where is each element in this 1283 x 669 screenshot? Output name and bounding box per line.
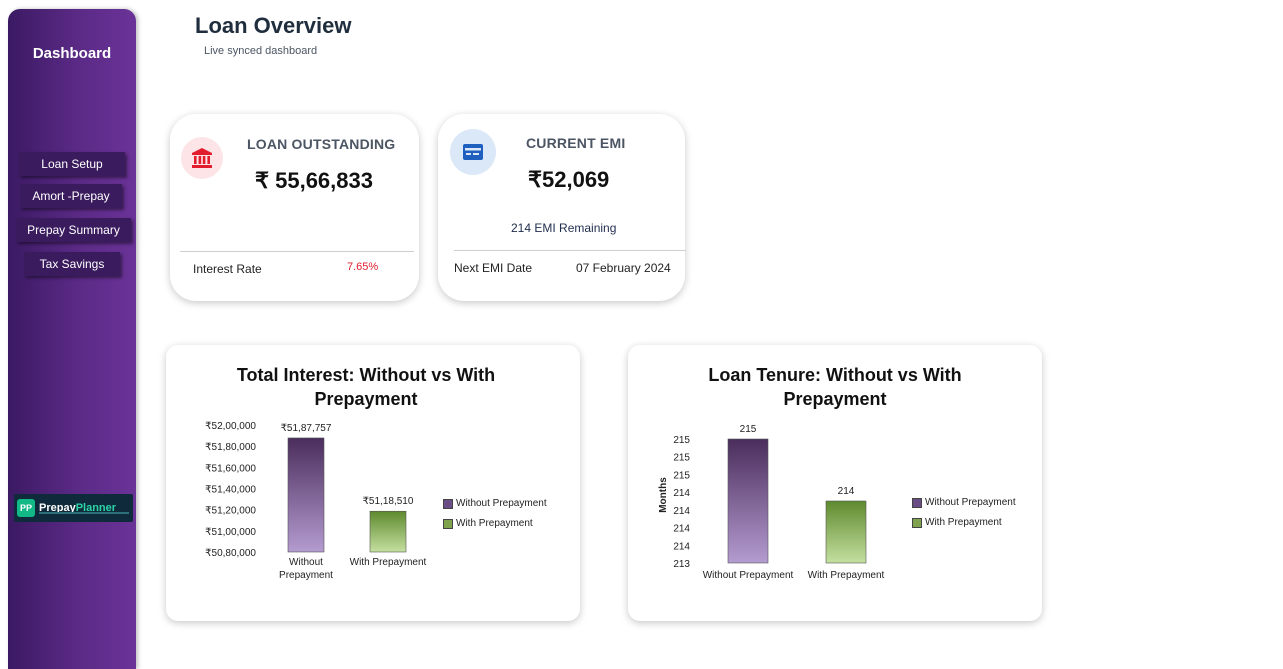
x-tick-label: Without Prepayment [703,570,794,581]
legend-swatch [443,518,453,529]
logo-tagline-bar [39,512,129,514]
sidebar: Dashboard Loan Setup Amort -Prepay Prepa… [8,9,136,669]
legend-swatch [443,498,453,509]
legend-swatch [912,517,922,528]
loan-outstanding-card: LOAN OUTSTANDING ₹ 55,66,833 Interest Ra… [170,114,419,301]
page-title: Loan Overview [195,13,352,38]
y-tick-label: 215 [673,453,690,464]
current-emi-card: CURRENT EMI ₹52,069 214 EMI Remaining Ne… [438,114,686,301]
y-tick-label: ₹51,00,000 [205,527,256,538]
legend-label: With Prepayment [456,518,533,529]
y-tick-label: 214 [673,506,690,517]
legend-item: Without Prepayment [912,497,1016,508]
data-label: 214 [838,486,855,497]
x-tick-label: With Prepayment [808,570,885,581]
data-label: 215 [740,424,757,435]
sidebar-title: Dashboard [32,45,112,62]
chart-title: Total Interest: Without vs With Prepayme… [223,363,509,411]
chart-plot: 215 215 215 214 214 214 214 213 Months 215 Without… [658,424,885,581]
loan-tenure-chart: Loan Tenure: Without vs With Prepayment … [628,345,1042,621]
interest-rate-label: Interest Rate [193,262,262,276]
sidebar-item-tax-savings[interactable]: Tax Savings [24,252,120,276]
y-tick-label: ₹52,00,000 [205,421,256,432]
y-tick-label: ₹51,40,000 [205,485,256,496]
legend-label: With Prepayment [925,517,1002,528]
legend-item: With Prepayment [912,517,1002,528]
next-emi-date-value: 07 February 2024 [576,261,671,275]
loan-outstanding-label: LOAN OUTSTANDING [247,136,396,152]
logo-name: PrepayPlanner [39,501,117,514]
y-tick-label: 215 [673,435,690,446]
chart-plot: ₹52,00,000 ₹51,80,000 ₹51,60,000 ₹51,40,000… [205,421,427,581]
prepay-planner-logo: PP PrepayPlanner [14,494,133,522]
current-emi-value: ₹52,069 [528,167,610,192]
interest-rate-value: 7.65% [347,261,379,273]
next-emi-date-label: Next EMI Date [454,261,533,275]
y-tick-label: 214 [673,524,690,535]
legend-item: With Prepayment [443,518,533,529]
chart-title-line1: Loan Tenure: Without vs With [708,365,962,385]
bank-icon [181,137,223,179]
data-label: ₹51,18,510 [363,496,414,507]
bar [727,438,769,564]
sidebar-item-prepay-summary[interactable]: Prepay Summary [16,218,131,242]
chart-title-line2: Prepayment [314,389,418,409]
y-tick-label: 215 [673,470,690,481]
sidebar-item-amort-prepay[interactable]: Amort -Prepay [20,184,122,208]
x-tick-label: Without [289,557,323,568]
y-tick-label: ₹51,60,000 [205,463,256,474]
y-tick-label: ₹51,20,000 [205,506,256,517]
emi-remaining: 214 EMI Remaining [511,221,617,235]
card-icon [450,129,496,175]
y-tick-label: 214 [673,541,690,552]
logo-name-part2: Planner [75,501,117,514]
chart-title-line1: Total Interest: Without vs With [236,365,496,385]
sidebar-item-loan-setup[interactable]: Loan Setup [19,152,125,176]
legend-swatch [912,497,922,508]
bar [287,437,325,553]
loan-outstanding-value: ₹ 55,66,833 [255,168,373,193]
legend-label: Without Prepayment [456,498,547,509]
page-subtitle: Live synced dashboard [204,45,318,57]
y-axis-label: Months [658,477,669,513]
logo-badge: PP [17,499,35,517]
logo-name-part1: Prepay [39,501,76,514]
y-tick-label: 213 [673,559,690,570]
current-emi-label: CURRENT EMI [526,135,626,151]
bar [825,500,867,564]
data-label: ₹51,87,757 [281,423,332,434]
card-divider [454,250,686,251]
card-divider [180,251,414,252]
x-tick-label: With Prepayment [350,557,427,568]
total-interest-chart: Total Interest: Without vs With Prepayme… [166,345,580,621]
y-tick-label: ₹50,80,000 [205,548,256,559]
legend-label: Without Prepayment [925,497,1016,508]
bar [369,510,407,553]
x-tick-label: Prepayment [279,570,333,581]
y-tick-label: ₹51,80,000 [205,442,256,453]
y-tick-label: 214 [673,488,690,499]
chart-title: Loan Tenure: Without vs With Prepayment [692,363,978,411]
chart-title-line2: Prepayment [783,389,887,409]
legend-item: Without Prepayment [443,498,547,509]
